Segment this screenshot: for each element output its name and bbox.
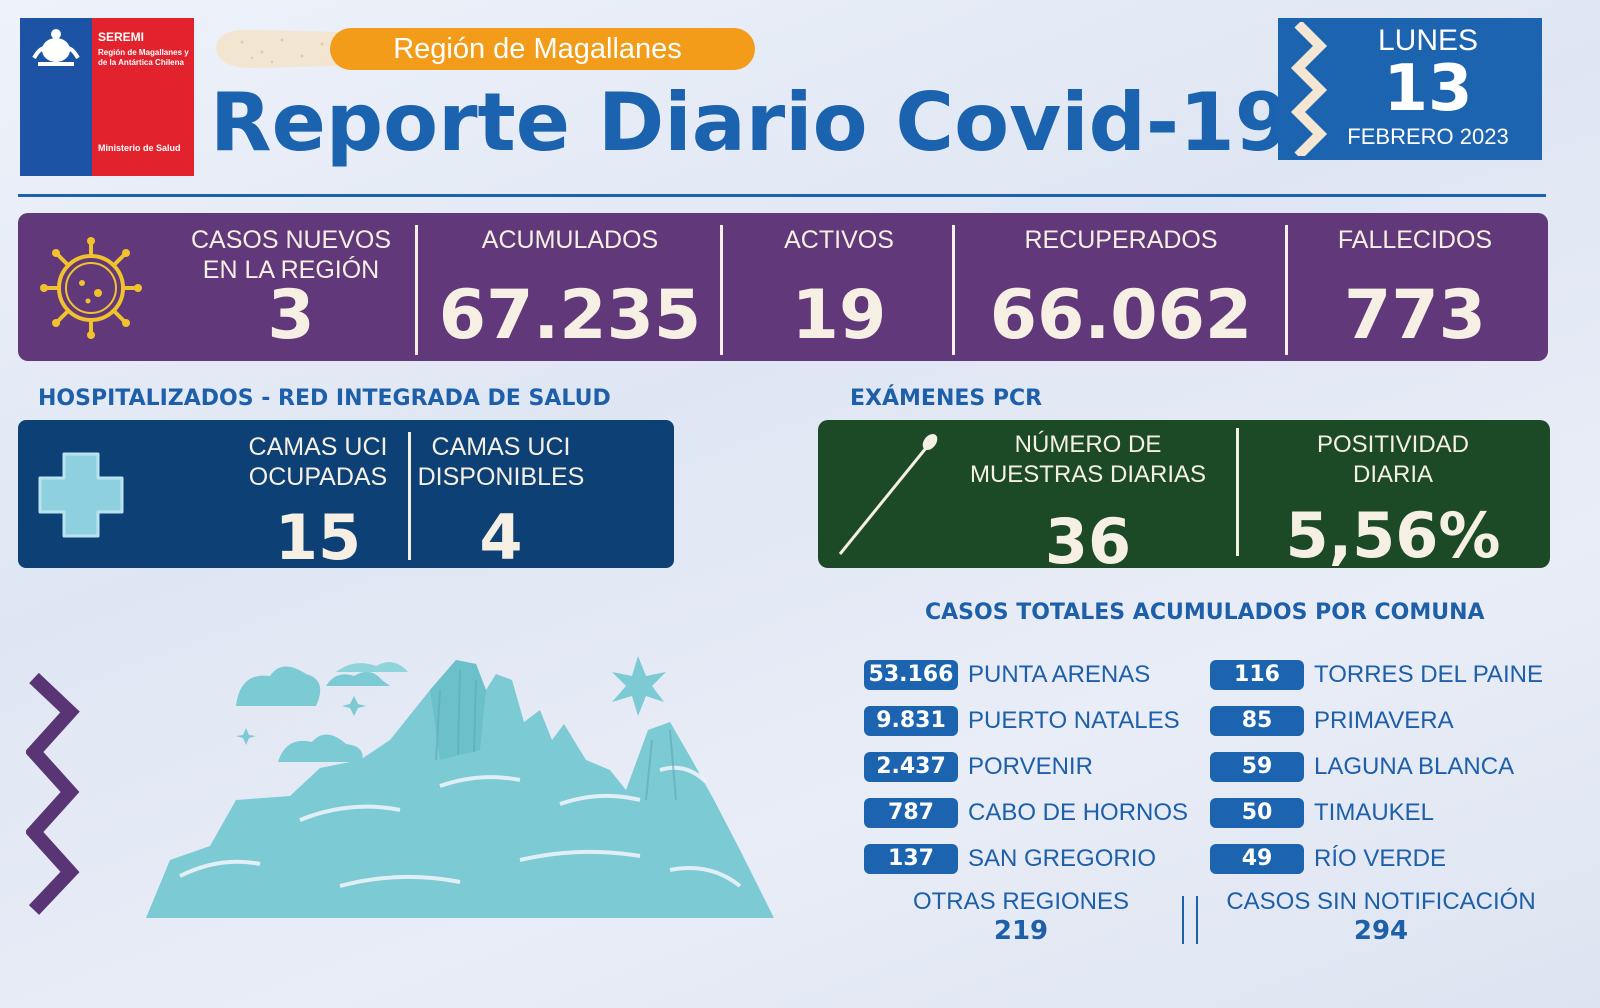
no-notification: CASOS SIN NOTIFICACIÓN 294 bbox=[1216, 888, 1546, 946]
pcr-positivity-value: 5,56% bbox=[1285, 499, 1501, 572]
pcr-positivity: POSITIVIDAD DIARIA 5,56% bbox=[1248, 420, 1538, 568]
logo-blue-panel bbox=[20, 18, 92, 176]
icu-available-label: CAMAS UCI DISPONIBLES bbox=[417, 433, 585, 491]
logo-ministry: Ministerio de Salud bbox=[98, 143, 181, 153]
coat-of-arms-icon bbox=[32, 29, 80, 66]
zigzag-decoration bbox=[26, 672, 80, 915]
other-regions-label: OTRAS REGIONES bbox=[912, 888, 1130, 915]
no-notification-label: CASOS SIN NOTIFICACIÓN bbox=[1226, 888, 1536, 915]
logo-seremi: SEREMI bbox=[98, 30, 145, 44]
page-title: Reporte Diario Covid-19 bbox=[210, 76, 1291, 169]
stat-accumulated-label: ACUMULADOS bbox=[481, 226, 659, 254]
pcr-samples-value: 36 bbox=[1044, 505, 1132, 578]
stat-new-cases: CASOS NUEVOS EN LA REGIÓN 3 bbox=[184, 213, 398, 361]
stat-divider bbox=[1285, 225, 1288, 355]
icu-occupied: CAMAS UCI OCUPADAS 15 bbox=[228, 420, 408, 570]
zigzag-decoration bbox=[1290, 22, 1328, 156]
comuna-name: RÍO VERDE bbox=[1314, 845, 1447, 872]
virus-icon bbox=[40, 237, 142, 339]
stat-recovered-value: 66.062 bbox=[989, 276, 1253, 355]
stat-accumulated-value: 67.235 bbox=[438, 276, 702, 355]
brush-stroke-decoration bbox=[216, 29, 347, 68]
pcr-divider bbox=[1236, 428, 1239, 556]
stat-active-label: ACTIVOS bbox=[784, 226, 894, 254]
comuna-count-badge: 2.437 bbox=[864, 752, 958, 782]
header-divider bbox=[18, 194, 1546, 197]
stat-divider bbox=[415, 225, 418, 355]
date-month-year: FEBRERO 2023 bbox=[1347, 124, 1509, 149]
icu-occupied-label: CAMAS UCI OCUPADAS bbox=[248, 433, 388, 491]
pcr-samples: NÚMERO DE MUESTRAS DIARIAS 36 bbox=[958, 420, 1218, 574]
hospital-heading: HOSPITALIZADOS - RED INTEGRADA DE SALUD bbox=[38, 386, 611, 411]
stat-new-cases-label: CASOS NUEVOS EN LA REGIÓN bbox=[190, 226, 392, 284]
logo-red-panel: SEREMI Región de Magallanes y de la Antá… bbox=[92, 18, 194, 176]
icu-occupied-value: 15 bbox=[274, 501, 362, 574]
comuna-name: CABO DE HORNOS bbox=[968, 799, 1189, 826]
comuna-count-badge: 53.166 bbox=[864, 660, 958, 690]
region-pill bbox=[330, 28, 755, 70]
hospital-divider bbox=[408, 432, 411, 560]
pcr-heading: EXÁMENES PCR bbox=[850, 386, 1043, 411]
stat-active: ACTIVOS 19 bbox=[724, 213, 954, 361]
stat-recovered-label: RECUPERADOS bbox=[1024, 226, 1218, 254]
date-box: LUNES 13 FEBRERO 2023 bbox=[1278, 18, 1542, 160]
comuna-count-badge: 137 bbox=[864, 844, 958, 874]
hospital-box: CAMAS UCI OCUPADAS 15 CAMAS UCI DISPONIB… bbox=[18, 420, 674, 570]
comuna-name: PUNTA ARENAS bbox=[968, 661, 1151, 688]
comuna-name: PUERTO NATALES bbox=[968, 707, 1180, 734]
other-regions: OTRAS REGIONES 219 bbox=[896, 888, 1146, 946]
no-notification-value: 294 bbox=[1353, 916, 1409, 946]
stat-divider bbox=[720, 225, 723, 355]
comuna-name: TORRES DEL PAINE bbox=[1314, 661, 1543, 688]
comuna-name: PORVENIR bbox=[968, 753, 1093, 780]
stat-deceased-label: FALLECIDOS bbox=[1337, 226, 1493, 254]
pcr-box: NÚMERO DE MUESTRAS DIARIAS 36 POSITIVIDA… bbox=[818, 420, 1550, 574]
comuna-name: TIMAUKEL bbox=[1314, 799, 1435, 826]
region-label: Región de Magallanes bbox=[393, 33, 682, 65]
comuna-name: PRIMAVERA bbox=[1314, 707, 1454, 734]
comuna-name: LAGUNA BLANCA bbox=[1314, 753, 1515, 780]
comuna-name: SAN GREGORIO bbox=[968, 845, 1157, 872]
comuna-count-badge: 787 bbox=[864, 798, 958, 828]
pcr-samples-label: NÚMERO DE MUESTRAS DIARIAS bbox=[969, 431, 1207, 488]
stats-band: CASOS NUEVOS EN LA REGIÓN 3 ACUMULADOS 6… bbox=[18, 213, 1548, 361]
stat-deceased: FALLECIDOS 773 bbox=[1290, 213, 1540, 361]
pcr-positivity-label: POSITIVIDAD DIARIA bbox=[1316, 431, 1470, 488]
double-divider bbox=[1182, 896, 1198, 944]
stat-active-value: 19 bbox=[791, 276, 887, 355]
stat-deceased-value: 773 bbox=[1344, 276, 1486, 355]
stat-new-cases-value: 3 bbox=[267, 276, 315, 355]
other-regions-value: 219 bbox=[993, 916, 1049, 946]
cross-icon bbox=[38, 452, 124, 538]
comuna-count-badge: 9.831 bbox=[864, 706, 958, 736]
comuna-count-badge: 59 bbox=[1210, 752, 1304, 782]
mountains-illustration bbox=[146, 656, 774, 918]
comuna-count-badge: 116 bbox=[1210, 660, 1304, 690]
seremi-logo: SEREMI Región de Magallanes y de la Antá… bbox=[20, 18, 194, 176]
comuna-count-badge: 49 bbox=[1210, 844, 1304, 874]
comuna-count-badge: 85 bbox=[1210, 706, 1304, 736]
stat-divider bbox=[952, 225, 955, 355]
comunas-title: CASOS TOTALES ACUMULADOS POR COMUNA bbox=[925, 600, 1485, 625]
comuna-count-badge: 50 bbox=[1210, 798, 1304, 828]
swab-icon bbox=[838, 434, 938, 555]
date-day: 13 bbox=[1383, 52, 1473, 126]
logo-region-line: Región de Magallanes y de la Antártica C… bbox=[98, 48, 189, 67]
stat-recovered: RECUPERADOS 66.062 bbox=[958, 213, 1284, 361]
date-weekday: LUNES bbox=[1377, 24, 1479, 57]
stat-accumulated: ACUMULADOS 67.235 bbox=[420, 213, 720, 361]
icu-available: CAMAS UCI DISPONIBLES 4 bbox=[416, 420, 586, 570]
icu-available-value: 4 bbox=[479, 501, 523, 574]
